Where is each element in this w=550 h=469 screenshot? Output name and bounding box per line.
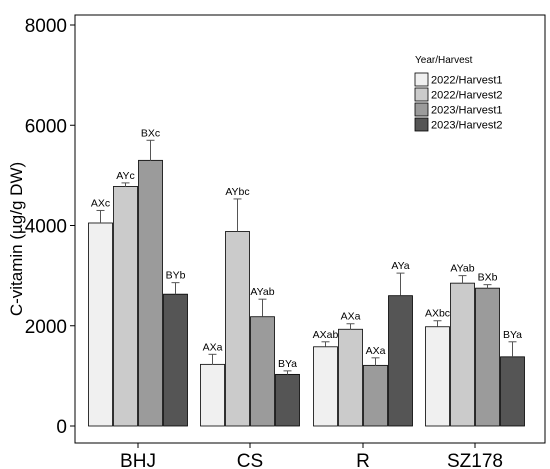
plot-frame [74, 14, 546, 444]
bar [338, 328, 363, 427]
bar [275, 373, 300, 427]
data-label: AYc [116, 170, 134, 182]
data-label: BYa [278, 358, 297, 370]
data-label: BXb [478, 272, 498, 284]
y-tick-label: 0 [56, 417, 67, 438]
legend-item-label: 2023/Harvest2 [431, 120, 503, 132]
x-category-label: SZ178 [447, 451, 503, 469]
bar [200, 363, 225, 427]
bar [475, 287, 500, 427]
bar [388, 295, 413, 427]
bar [113, 186, 138, 427]
bar [450, 282, 475, 427]
axes: 0 2000 4000 6000 8000 BHJ CS R SZ178 [25, 14, 546, 469]
y-tick-label: 2000 [25, 317, 67, 338]
y-tick-label: 8000 [25, 16, 67, 37]
x-category-label: BHJ [120, 451, 156, 469]
legend: Year/Harvest 2022/Harvest1 2022/Harvest2 2… [414, 55, 503, 132]
legend-swatch [414, 102, 429, 117]
y-tick-label: 6000 [25, 116, 67, 137]
bar [500, 356, 525, 427]
data-label: BYa [503, 329, 522, 341]
data-label: AXa [366, 345, 386, 357]
bar [363, 364, 388, 427]
bar [250, 316, 275, 427]
legend-title: Year/Harvest [415, 55, 473, 66]
legend-item-label: 2023/Harvest1 [431, 105, 503, 117]
legend-swatch [414, 117, 429, 132]
data-label: AXa [203, 341, 223, 353]
legend-swatch [414, 72, 429, 87]
bar [225, 231, 250, 427]
legend-item-label: 2022/Harvest1 [431, 75, 503, 87]
data-label: AYab [450, 263, 474, 275]
data-label: BYb [166, 270, 186, 282]
bar [88, 222, 113, 427]
data-label: AXab [313, 329, 339, 341]
y-tick-label: 4000 [25, 217, 67, 238]
data-label: AXc [91, 197, 110, 209]
legend-swatch [414, 87, 429, 102]
y-axis-title: C-vitamin (µg/g DW) [7, 162, 26, 316]
data-label: AYa [391, 260, 409, 272]
bar [313, 346, 338, 427]
data-label: BXc [141, 127, 160, 139]
bar [425, 326, 450, 427]
data-label: AYab [250, 286, 274, 298]
bar [163, 293, 188, 427]
x-category-label: CS [237, 451, 263, 469]
data-label: AYbc [225, 186, 249, 198]
data-label: AXbc [425, 308, 450, 320]
legend-item-label: 2022/Harvest2 [431, 90, 503, 102]
x-category-label: R [356, 451, 370, 469]
bar [138, 159, 163, 427]
data-label: AXa [341, 311, 361, 323]
bars: AXcAXaAXabAXbcAYcAYbcAXaAYabBXcAYabAXaBX… [88, 127, 525, 427]
